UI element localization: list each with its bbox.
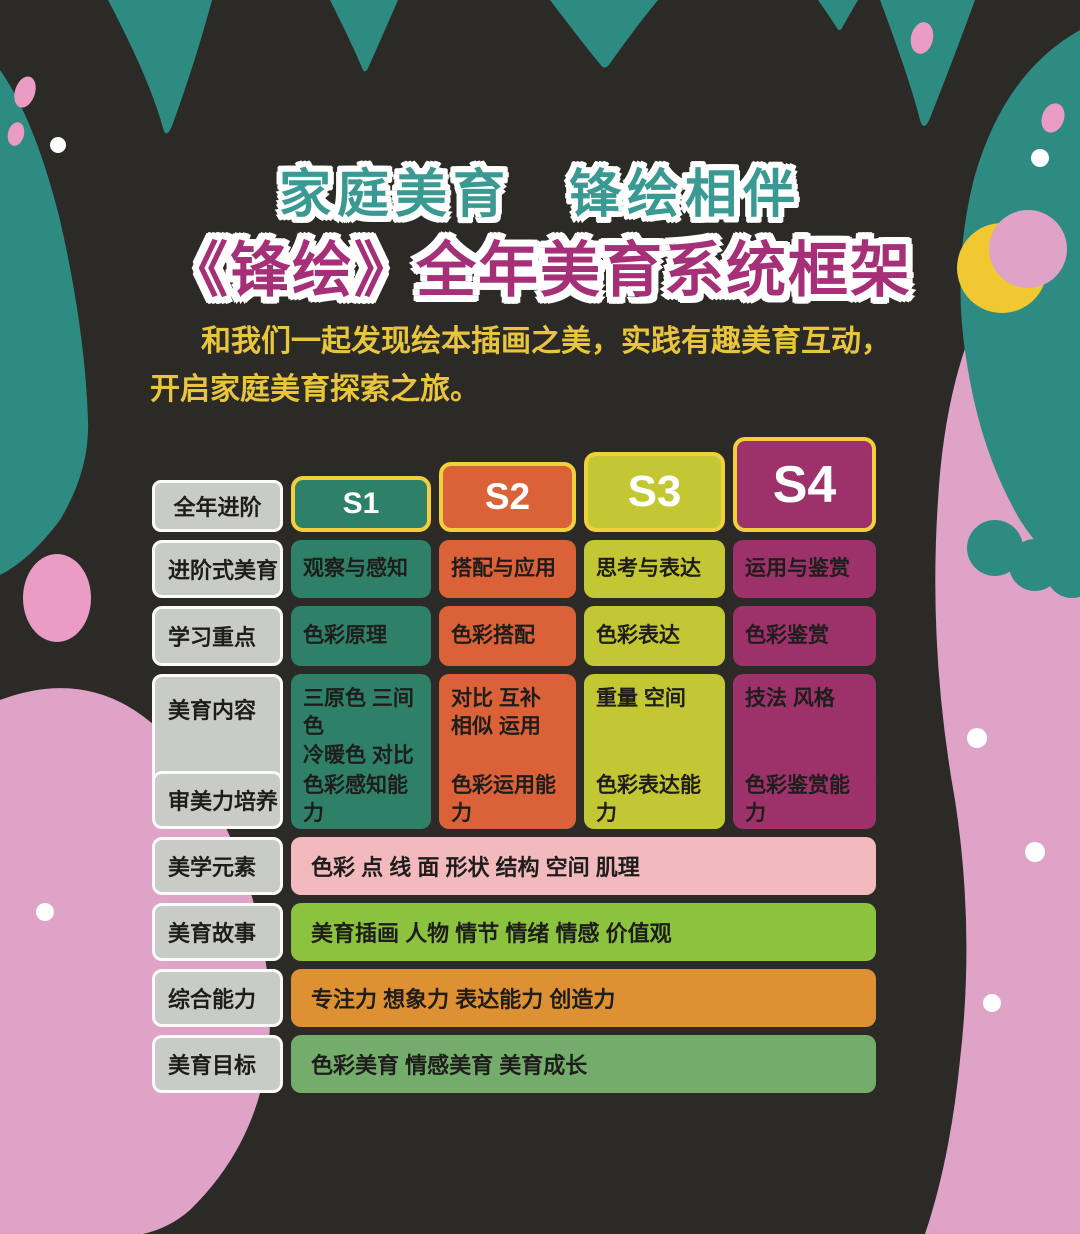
row-label: 综合能力 — [152, 969, 283, 1027]
framework-table: 全年进阶 S1 S2 S3 S4 进阶式美育 观察与感知 搭配与应用 思考与表达… — [152, 437, 876, 1093]
row-label: 美学元素 — [152, 837, 283, 895]
column-header-s3: S3 — [584, 452, 725, 532]
moon-icon — [957, 210, 1067, 313]
tagline: 家庭美育 锋绘相伴 — [278, 166, 801, 224]
column-header-s1: S1 — [291, 476, 431, 532]
row-bar: 专注力 想象力 表达能力 创造力 — [291, 969, 876, 1027]
cell-s3: 色彩表达能力 — [584, 771, 725, 829]
column-header-s4: S4 — [733, 437, 876, 532]
header-row: 全年进阶 S1 S2 S3 S4 — [152, 437, 876, 532]
pink-paint-drips — [7, 22, 1065, 642]
cell-s3: 色彩表达 — [584, 606, 725, 666]
row-bar: 色彩 点 线 面 形状 结构 空间 肌理 — [291, 837, 876, 895]
table-row-content: 美育内容 三原色 三间色 冷暖色 对比色 对比 互补 相似 运用 重量 空间 技… — [152, 674, 876, 799]
table-row-skills: 综合能力 专注力 想象力 表达能力 创造力 — [152, 969, 876, 1027]
subtitle-line-1: 和我们一起发现绘本插画之美，实践有趣美育互动， — [201, 325, 891, 358]
table-row-focus: 学习重点 色彩原理 色彩搭配 色彩表达 色彩鉴赏 — [152, 606, 876, 666]
table-row-goals: 美育目标 色彩美育 情感美育 美育成长 — [152, 1035, 876, 1093]
cell-s4: 色彩鉴赏能力 — [733, 771, 876, 829]
row-label: 审美力培养 — [152, 771, 283, 829]
cell-s1: 观察与感知 — [291, 540, 431, 598]
cell-s4: 色彩鉴赏 — [733, 606, 876, 666]
cell-s1: 色彩感知能力 — [291, 771, 431, 829]
table-row-story: 美育故事 美育插画 人物 情节 情绪 情感 价值观 — [152, 903, 876, 961]
row-bar: 色彩美育 情感美育 美育成长 — [291, 1035, 876, 1093]
row-label: 美育故事 — [152, 903, 283, 961]
table-row-aesthetic-ability: 审美力培养 色彩感知能力 色彩运用能力 色彩表达能力 色彩鉴赏能力 — [152, 771, 876, 829]
cell-s2: 色彩运用能力 — [439, 771, 576, 829]
row-label: 进阶式美育 — [152, 540, 283, 598]
subtitle-line-2: 开启家庭美育探索之旅。 — [150, 373, 480, 406]
cell-s2: 搭配与应用 — [439, 540, 576, 598]
subtitle: 和我们一起发现绘本插画之美，实践有趣美育互动， 开启家庭美育探索之旅。 — [150, 318, 930, 414]
table-row-stage: 进阶式美育 观察与感知 搭配与应用 思考与表达 运用与鉴赏 — [152, 540, 876, 598]
corner-header: 全年进阶 — [152, 480, 283, 532]
row-bar: 美育插画 人物 情节 情绪 情感 价值观 — [291, 903, 876, 961]
star-dots — [36, 137, 1049, 1012]
row-label: 学习重点 — [152, 606, 283, 666]
cell-s3: 思考与表达 — [584, 540, 725, 598]
table-row-elements: 美学元素 色彩 点 线 面 形状 结构 空间 肌理 — [152, 837, 876, 895]
cell-s2: 色彩搭配 — [439, 606, 576, 666]
cell-s1: 色彩原理 — [291, 606, 431, 666]
column-header-s2: S2 — [439, 462, 576, 532]
page-title: 《锋绘》全年美育系统框架 — [168, 237, 912, 304]
cell-s4: 运用与鉴赏 — [733, 540, 876, 598]
row-label: 美育目标 — [152, 1035, 283, 1093]
